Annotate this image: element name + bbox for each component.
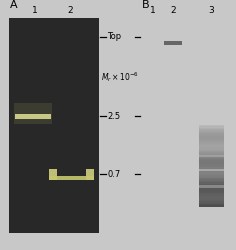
Bar xyxy=(199,171,224,173)
Text: 1: 1 xyxy=(149,6,155,15)
Bar xyxy=(9,18,99,233)
Bar xyxy=(199,138,224,140)
Text: $M_r\times10^{-6}$: $M_r\times10^{-6}$ xyxy=(101,70,139,84)
Bar xyxy=(199,140,224,141)
Bar xyxy=(199,149,224,151)
Bar xyxy=(199,166,224,167)
Bar xyxy=(199,198,224,200)
Bar xyxy=(164,41,182,45)
Bar xyxy=(199,174,224,176)
Bar xyxy=(199,137,224,138)
Bar xyxy=(199,192,224,193)
Text: 3: 3 xyxy=(209,6,215,15)
Bar xyxy=(199,125,224,126)
Bar xyxy=(199,152,224,154)
Bar xyxy=(199,153,224,155)
Bar xyxy=(199,162,224,163)
Bar xyxy=(199,145,224,147)
Bar xyxy=(199,164,224,166)
Bar xyxy=(199,163,224,164)
Bar xyxy=(199,146,224,148)
Bar xyxy=(199,160,224,162)
Bar xyxy=(199,201,224,202)
Bar xyxy=(199,126,224,128)
Bar xyxy=(199,176,224,178)
Text: A: A xyxy=(9,0,17,10)
Bar xyxy=(199,196,224,197)
Text: Top: Top xyxy=(107,32,122,41)
Bar xyxy=(199,204,224,205)
Bar xyxy=(199,193,224,194)
Text: 0.7: 0.7 xyxy=(107,170,121,179)
Text: 2.5: 2.5 xyxy=(107,112,121,121)
Bar xyxy=(199,129,224,130)
Bar xyxy=(199,133,224,134)
Bar xyxy=(199,202,224,204)
Bar xyxy=(199,197,224,198)
Bar xyxy=(199,180,224,182)
Bar xyxy=(199,132,224,133)
Bar xyxy=(199,186,224,188)
Bar xyxy=(199,136,224,137)
Text: 2: 2 xyxy=(67,6,73,15)
Bar xyxy=(199,141,224,143)
Text: 1: 1 xyxy=(32,6,38,15)
Bar xyxy=(199,159,224,160)
Bar xyxy=(199,172,224,174)
Bar xyxy=(199,185,224,188)
Bar xyxy=(49,169,57,180)
Bar xyxy=(199,156,224,158)
Bar xyxy=(199,169,224,171)
Bar xyxy=(199,158,224,159)
Bar xyxy=(199,187,224,189)
Bar xyxy=(199,167,224,168)
Bar xyxy=(199,189,224,190)
Bar xyxy=(199,200,224,201)
Bar xyxy=(199,185,224,186)
Bar xyxy=(14,103,52,124)
Bar xyxy=(49,176,94,180)
Bar xyxy=(199,150,224,152)
Bar xyxy=(199,168,224,170)
Text: 2: 2 xyxy=(170,6,176,15)
Bar xyxy=(199,182,224,184)
Bar xyxy=(86,169,94,180)
Bar xyxy=(199,144,224,146)
Bar xyxy=(199,155,224,157)
Bar xyxy=(199,155,224,156)
Bar xyxy=(199,194,224,196)
Bar xyxy=(199,175,224,177)
Bar xyxy=(199,134,224,136)
Bar xyxy=(199,128,224,129)
Bar xyxy=(199,142,224,144)
Bar xyxy=(199,190,224,192)
Bar xyxy=(199,130,224,132)
Bar xyxy=(199,205,224,207)
Bar xyxy=(15,114,51,119)
Text: B: B xyxy=(142,0,149,10)
Bar xyxy=(199,170,224,171)
Bar xyxy=(199,178,224,180)
Bar xyxy=(199,148,224,150)
Bar xyxy=(199,179,224,181)
Bar xyxy=(199,183,224,185)
